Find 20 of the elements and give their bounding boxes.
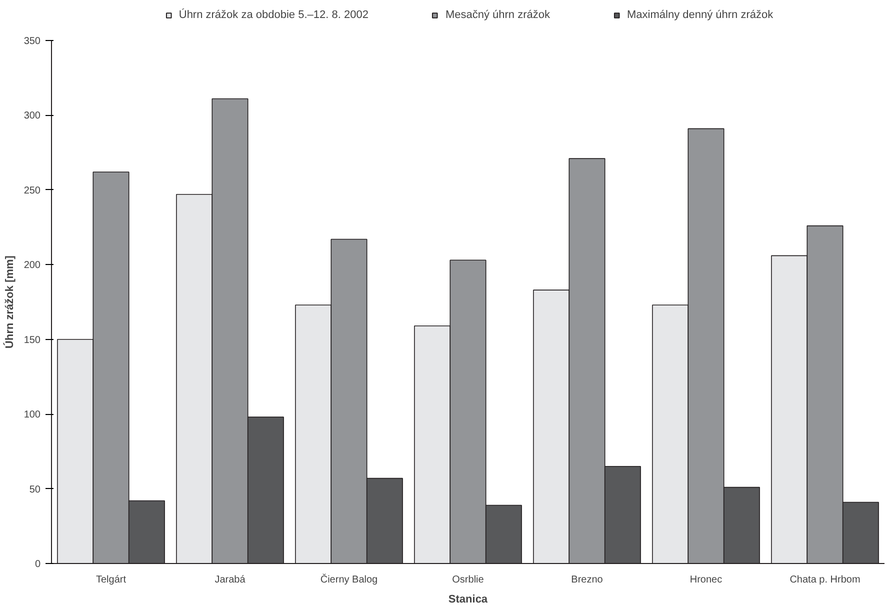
legend-label: Mesačný úhrn zrážok [445,9,550,21]
y-tick-label: 0 [34,559,41,570]
y-tick-label: 200 [24,260,41,272]
y-tick-label: 350 [24,36,41,47]
x-tick-label: Hronec [690,574,722,586]
x-axis-title: Stanica [448,594,488,606]
x-tick-label: Čierny Balog [320,574,378,586]
y-axis-title: Úhrn zrážok [mm] [2,255,16,348]
x-tick-label: Jarabá [214,574,246,586]
legend-label: Úhrn zrážok za obdobie 5.–12. 8. 2002 [178,9,368,21]
y-tick-label: 300 [24,110,41,122]
x-tick-label: Chata p. Hrbom [790,574,860,586]
y-tick-label: 150 [24,334,41,346]
y-tick-label: 250 [24,185,41,196]
x-tick-label: Brezno [571,574,604,586]
legend-label: Maximálny denný úhrn zrážok [627,9,774,21]
y-tick-label: 100 [24,410,41,421]
x-tick-label: Osrblie [452,574,484,586]
y-tick-label: 50 [29,484,41,496]
x-tick-label: Telgárt [96,574,126,586]
